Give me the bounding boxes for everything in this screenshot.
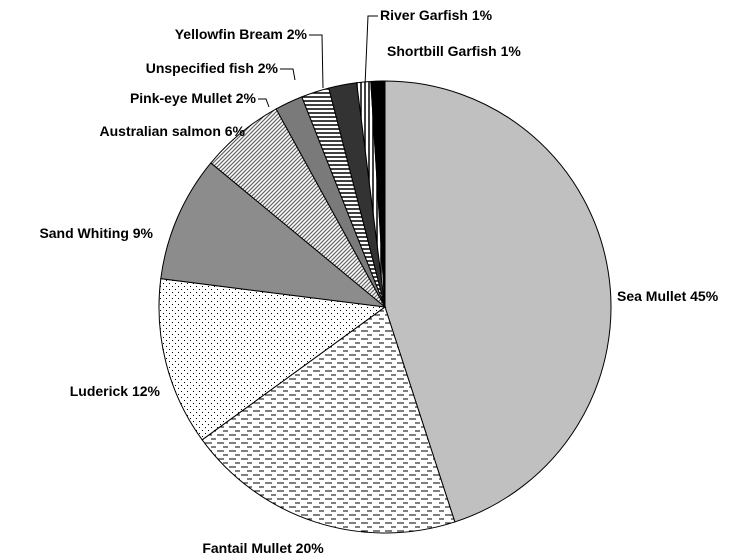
slice-value: 2% xyxy=(258,60,279,76)
slice-label: Luderick 12% xyxy=(70,383,161,399)
slice-value: 1% xyxy=(501,43,522,59)
slice-value: 9% xyxy=(133,225,154,241)
slice-category: River Garfish xyxy=(380,7,468,23)
leader-line xyxy=(258,98,270,108)
slice-label: Fantail Mullet 20% xyxy=(202,540,324,556)
pie-slice xyxy=(160,162,387,308)
slice-category: Yellowfin Bream xyxy=(175,26,283,42)
pie-slice xyxy=(158,278,387,441)
slice-value: 45% xyxy=(690,288,719,304)
slice-category: Luderick xyxy=(70,383,129,399)
pie-slice xyxy=(370,80,386,308)
slice-label: River Garfish 1% xyxy=(380,7,493,23)
slices xyxy=(158,80,612,534)
slice-category: Shortbill Garfish xyxy=(387,43,497,59)
slice-category: Fantail Mullet xyxy=(202,540,292,556)
slice-label: Shortbill Garfish 1% xyxy=(387,43,521,59)
pie-slice xyxy=(384,80,612,523)
slice-value: 20% xyxy=(296,540,325,556)
slice-label: Unspecified fish 2% xyxy=(146,60,279,76)
slice-category: Sea Mullet xyxy=(617,288,687,304)
slice-label: Sea Mullet 45% xyxy=(617,288,719,304)
slice-value: 12% xyxy=(132,383,161,399)
leader-line xyxy=(364,15,378,87)
slice-category: Sand Whiting xyxy=(39,225,128,241)
slice-value: 2% xyxy=(236,90,257,106)
slice-label: Yellowfin Bream 2% xyxy=(175,26,308,42)
slice-category: Unspecified fish xyxy=(146,60,254,76)
slice-value: 1% xyxy=(472,7,493,23)
leader-line xyxy=(309,34,324,89)
slice-category: Pink-eye Mullet xyxy=(130,90,232,106)
slice-label: Australian salmon 6% xyxy=(100,123,246,139)
slice-category: Australian salmon xyxy=(100,123,221,139)
slice-value: 2% xyxy=(287,26,308,42)
slice-label: Pink-eye Mullet 2% xyxy=(130,90,257,106)
leader-line xyxy=(280,68,296,81)
pie-slice xyxy=(201,306,456,534)
slice-value: 6% xyxy=(225,123,246,139)
slice-label: Sand Whiting 9% xyxy=(39,225,153,241)
